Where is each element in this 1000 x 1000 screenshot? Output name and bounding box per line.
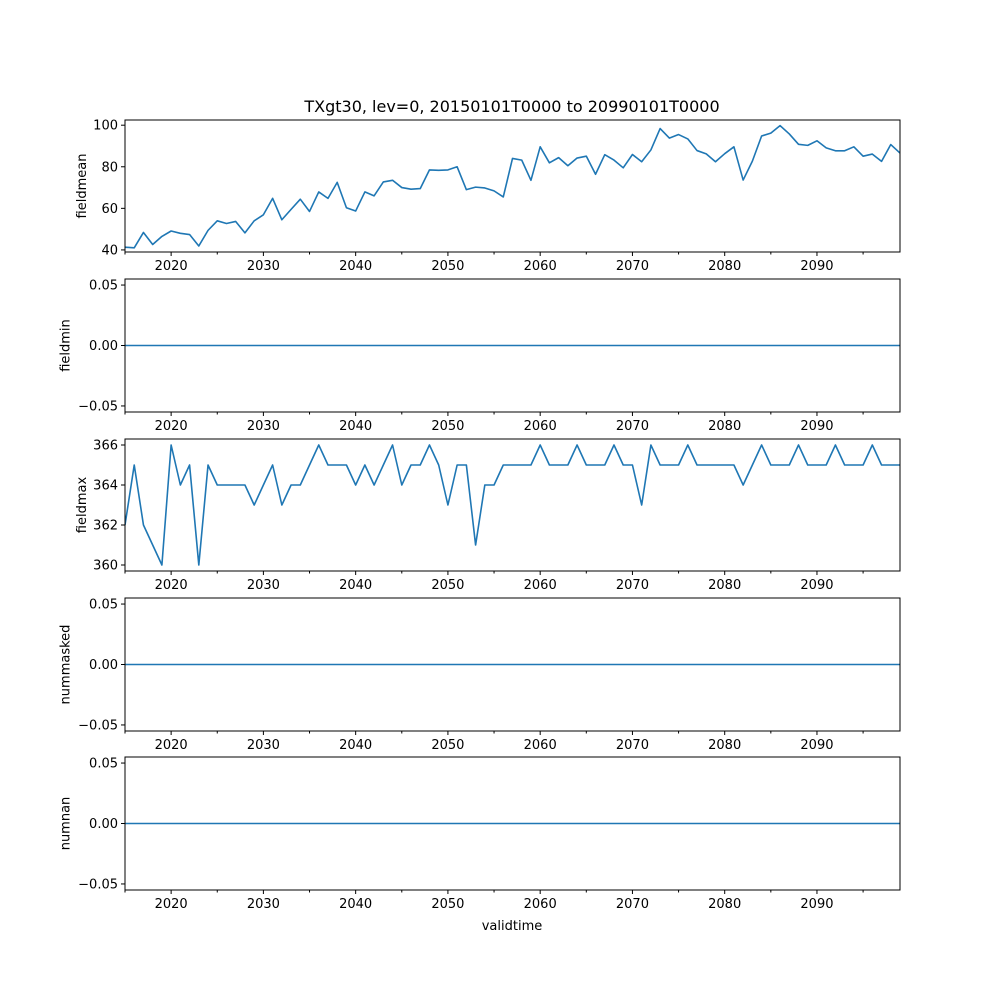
- x-tick-label: 2060: [524, 897, 557, 912]
- y-tick-label: 0.05: [89, 279, 118, 294]
- fieldmean-series-line: [125, 124, 900, 249]
- x-tick-label: 2050: [431, 259, 464, 274]
- panel-fieldmin: 2020 2030 2040 2050 2060 2070 2080 2090 −0.05 0.0…: [59, 278, 901, 434]
- y-tick-label: 40: [101, 243, 118, 258]
- x-axis-label: validtime: [482, 919, 543, 934]
- y-axis-label-fieldmax: fieldmax: [75, 477, 90, 534]
- panel-numnan: 2020 2030 2040 2050 2060 2070 2080 2090 −0.05 0.0…: [59, 756, 901, 912]
- x-tick-label: 2050: [431, 738, 464, 753]
- x-tick-label: 2020: [155, 897, 188, 912]
- x-tick-label: 2030: [247, 738, 280, 753]
- y-tick-label: −0.05: [78, 399, 118, 414]
- y-tick-label: −0.05: [78, 718, 118, 733]
- x-tick-label: 2030: [247, 419, 280, 434]
- x-tick-label: 2040: [339, 897, 372, 912]
- y-tick-label: 0.00: [89, 817, 118, 832]
- x-tick-label: 2090: [800, 419, 833, 434]
- y-tick-label: 0.00: [89, 658, 118, 673]
- x-tick-label: 2020: [155, 419, 188, 434]
- x-tick-label: 2080: [708, 578, 741, 593]
- x-tick-label: 2060: [524, 419, 557, 434]
- y-tick-label: 364: [93, 479, 118, 494]
- y-tick-label: 0.05: [89, 757, 118, 772]
- x-tick-label: 2080: [708, 738, 741, 753]
- y-tick-label: 80: [101, 160, 118, 175]
- y-tick-label: 0.00: [89, 339, 118, 354]
- x-tick-label: 2070: [616, 578, 649, 593]
- y-axis-label-fieldmin: fieldmin: [59, 319, 74, 372]
- y-tick-label: −0.05: [78, 877, 118, 892]
- x-tick-label: 2030: [247, 897, 280, 912]
- y-tick-label: 366: [93, 439, 118, 454]
- panel-nummasked: 2020 2030 2040 2050 2060 2070 2080 2090 −0.05 0.0…: [59, 597, 901, 753]
- x-tick-label: 2060: [524, 259, 557, 274]
- x-tick-label: 2070: [616, 738, 649, 753]
- x-tick-label: 2090: [800, 578, 833, 593]
- x-tick-label: 2090: [800, 259, 833, 274]
- panel-fieldmean: 2020 2030 2040 2050 2060 2070 2080 2090 40 60 80 10…: [75, 119, 901, 274]
- x-tick-label: 2050: [431, 897, 464, 912]
- x-tick-label: 2060: [524, 738, 557, 753]
- y-tick-label: 362: [93, 519, 118, 534]
- chart-title: TXgt30, lev=0, 20150101T0000 to 20990101…: [303, 97, 719, 116]
- y-tick-label: 100: [93, 119, 118, 134]
- y-tick-label: 60: [101, 202, 118, 217]
- panel-fieldmax: 2020 2030 2040 2050 2060 2070 2080 2090 360 362 36…: [75, 438, 901, 593]
- x-tick-label: 2070: [616, 419, 649, 434]
- x-tick-label: 2060: [524, 578, 557, 593]
- x-tick-label: 2080: [708, 419, 741, 434]
- x-tick-label: 2040: [339, 259, 372, 274]
- y-axis-label-nummasked: nummasked: [59, 625, 74, 705]
- x-tick-label: 2050: [431, 578, 464, 593]
- y-tick-label: 0.05: [89, 598, 118, 613]
- y-tick-label: 360: [93, 559, 118, 574]
- x-tick-label: 2020: [155, 578, 188, 593]
- x-tick-label: 2040: [339, 419, 372, 434]
- x-tick-label: 2070: [616, 897, 649, 912]
- x-tick-label: 2080: [708, 897, 741, 912]
- fieldmax-series-line: [125, 444, 900, 566]
- x-tick-label: 2020: [155, 259, 188, 274]
- x-tick-label: 2030: [247, 259, 280, 274]
- x-tick-label: 2090: [800, 897, 833, 912]
- fieldmax-axes-frame: [124, 438, 901, 572]
- x-tick-label: 2080: [708, 259, 741, 274]
- y-axis-label-fieldmean: fieldmean: [75, 154, 90, 219]
- x-tick-label: 2050: [431, 419, 464, 434]
- x-tick-label: 2070: [616, 259, 649, 274]
- y-axis-label-numnan: numnan: [59, 797, 74, 851]
- x-tick-label: 2020: [155, 738, 188, 753]
- x-tick-label: 2040: [339, 738, 372, 753]
- x-tick-label: 2030: [247, 578, 280, 593]
- x-tick-label: 2040: [339, 578, 372, 593]
- x-tick-label: 2090: [800, 738, 833, 753]
- fieldmean-axes-frame: [124, 119, 901, 253]
